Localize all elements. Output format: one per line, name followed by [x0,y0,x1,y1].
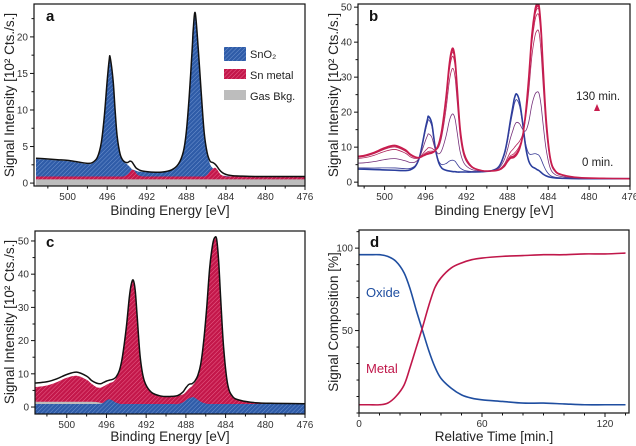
y-tick-label: 0 [23,403,29,414]
x-axis-label-b: Binding Energy [eV] [434,203,553,218]
x-tick-label: 120 [597,419,614,430]
x-tick-label: 480 [581,192,598,203]
legend-swatch-sno2 [224,47,246,61]
x-tick-label: 476 [297,192,314,203]
area-gas-bkg [35,179,305,186]
line-metal [359,252,626,406]
y-tick-label: 30 [341,73,353,84]
y-tick-label: 15 [17,69,29,80]
envelope-line [35,235,305,405]
legend-swatch-sn-metal [224,69,246,79]
plot-area [358,4,630,180]
x-tick-label: 484 [540,192,557,203]
series-label-oxide: Oxide [366,285,400,300]
panel-b: 500 496 492 488 484 480 476 0 10 20 30 40 50 [341,3,636,203]
x-axis-label-c: Binding Energy [eV] [110,429,229,444]
area-sn-metal [35,236,305,414]
y-axis-label-b: Signal Intensity [10² Cts./s.] [326,13,341,177]
x-tick-label: 484 [217,420,234,431]
line-oxide [359,253,626,406]
x-tick-label: 0 [356,419,362,430]
legend-label-gas-bkg: Gas Bkg. [250,91,295,103]
spectrum-line-20-min [358,99,630,180]
plot-area [35,235,305,414]
panel-label-a: a [46,8,55,25]
y-tick-label: 40 [341,38,353,49]
legend-swatch-gas-bkg [224,90,246,100]
spectrum-line-30-min [358,91,630,180]
plot-frame [33,3,306,187]
x-tick-label: 496 [417,192,434,203]
y-tick-label: 20 [18,336,30,347]
plot-area [35,11,305,186]
plot-frame [358,229,630,414]
annotation-130-min: 130 min. [576,91,620,103]
y-tick-label: 20 [341,108,353,119]
x-tick-label: 488 [499,192,516,203]
y-tick-label: 30 [18,303,30,314]
panel-label-b: b [369,8,378,25]
legend-label-sno2: SnO₂ [250,49,276,61]
x-tick-label: 500 [59,192,76,203]
y-tick-label: 5 [22,142,28,153]
x-tick-label: 500 [58,420,75,431]
x-tick-label: 480 [257,192,274,203]
y-tick-label: 10 [18,369,30,380]
time-arrow-head-icon [594,104,600,111]
area-sno [35,13,305,186]
y-tick-label: 100 [336,244,353,255]
legend: SnO₂ Sn metal Gas Bkg. [224,47,295,103]
y-tick-label: 10 [341,143,353,154]
x-tick-label: 492 [138,420,155,431]
plot-frame [34,230,306,415]
x-tick-label: 476 [297,420,314,431]
y-tick-label: 0 [346,178,352,189]
plot-area [359,252,626,406]
x-tick-label: 500 [376,192,393,203]
envelope-line [35,11,305,178]
y-tick-label: 0 [22,179,28,190]
y-axis-label-d: Signal Composition [%] [326,252,341,392]
x-tick-label: 496 [98,420,115,431]
x-tick-label: 476 [622,192,636,203]
y-tick-label: 40 [18,270,30,281]
x-tick-label: 496 [99,192,116,203]
area-sno [35,397,305,414]
y-axis-label-a: Signal Intensity [10² Cts./s.] [2,13,17,177]
y-tick-label: 50 [18,236,30,247]
x-tick-label: 488 [178,192,195,203]
x-axis-label-d: Relative Time [min.] [435,429,554,444]
y-tick-label: 50 [342,326,354,337]
y-tick-label: 20 [17,32,29,43]
y-tick-label: 10 [17,105,29,116]
legend-label-sn-metal: Sn metal [250,70,293,82]
x-tick-label: 484 [218,192,235,203]
panel-c: 500 496 492 488 484 480 476 0 10 20 30 40 50 [18,230,314,431]
y-axis-label-c: Signal Intensity [10² Cts./s.] [2,240,17,404]
x-axis-label-a: Binding Energy [eV] [110,203,229,218]
panel-label-d: d [370,234,379,251]
y-tick-label: 50 [341,3,353,14]
x-tick-label: 492 [458,192,475,203]
x-tick-label: 60 [476,419,488,430]
x-tick-label: 492 [138,192,155,203]
annotation-0-min: 0 min. [582,157,613,169]
x-tick-label: 488 [178,420,195,431]
panel-a: 500 496 492 488 484 480 476 0 5 10 15 20 [17,3,314,203]
x-tick-label: 480 [257,420,274,431]
panel-d: 0 60 120 50 100 [336,229,630,430]
spectrum-line-130-min [358,4,630,180]
series-label-metal: Metal [366,361,398,376]
panel-label-c: c [46,234,54,251]
